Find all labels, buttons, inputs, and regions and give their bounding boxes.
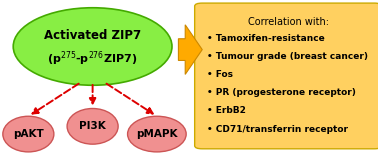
Ellipse shape — [67, 108, 118, 144]
Text: Activated ZIP7: Activated ZIP7 — [44, 29, 141, 42]
Ellipse shape — [3, 116, 54, 152]
Text: • PR (progesterone receptor): • PR (progesterone receptor) — [207, 88, 356, 97]
Text: pAKT: pAKT — [13, 129, 44, 139]
Text: • Tamoxifen-resistance: • Tamoxifen-resistance — [207, 34, 325, 43]
Ellipse shape — [13, 8, 172, 85]
Polygon shape — [178, 25, 202, 74]
Ellipse shape — [127, 116, 186, 152]
Text: (p$^{275}$-p$^{276}$ZIP7): (p$^{275}$-p$^{276}$ZIP7) — [47, 50, 138, 68]
Text: • ErbB2: • ErbB2 — [207, 106, 246, 115]
Text: • CD71/transferrin receptor: • CD71/transferrin receptor — [207, 124, 348, 133]
FancyBboxPatch shape — [195, 3, 378, 149]
Text: pMAPK: pMAPK — [136, 129, 178, 139]
Text: PI3K: PI3K — [79, 121, 106, 131]
Text: • Tumour grade (breast cancer): • Tumour grade (breast cancer) — [207, 52, 368, 61]
Text: Correlation with:: Correlation with: — [248, 17, 329, 27]
Text: • Fos: • Fos — [207, 70, 233, 79]
